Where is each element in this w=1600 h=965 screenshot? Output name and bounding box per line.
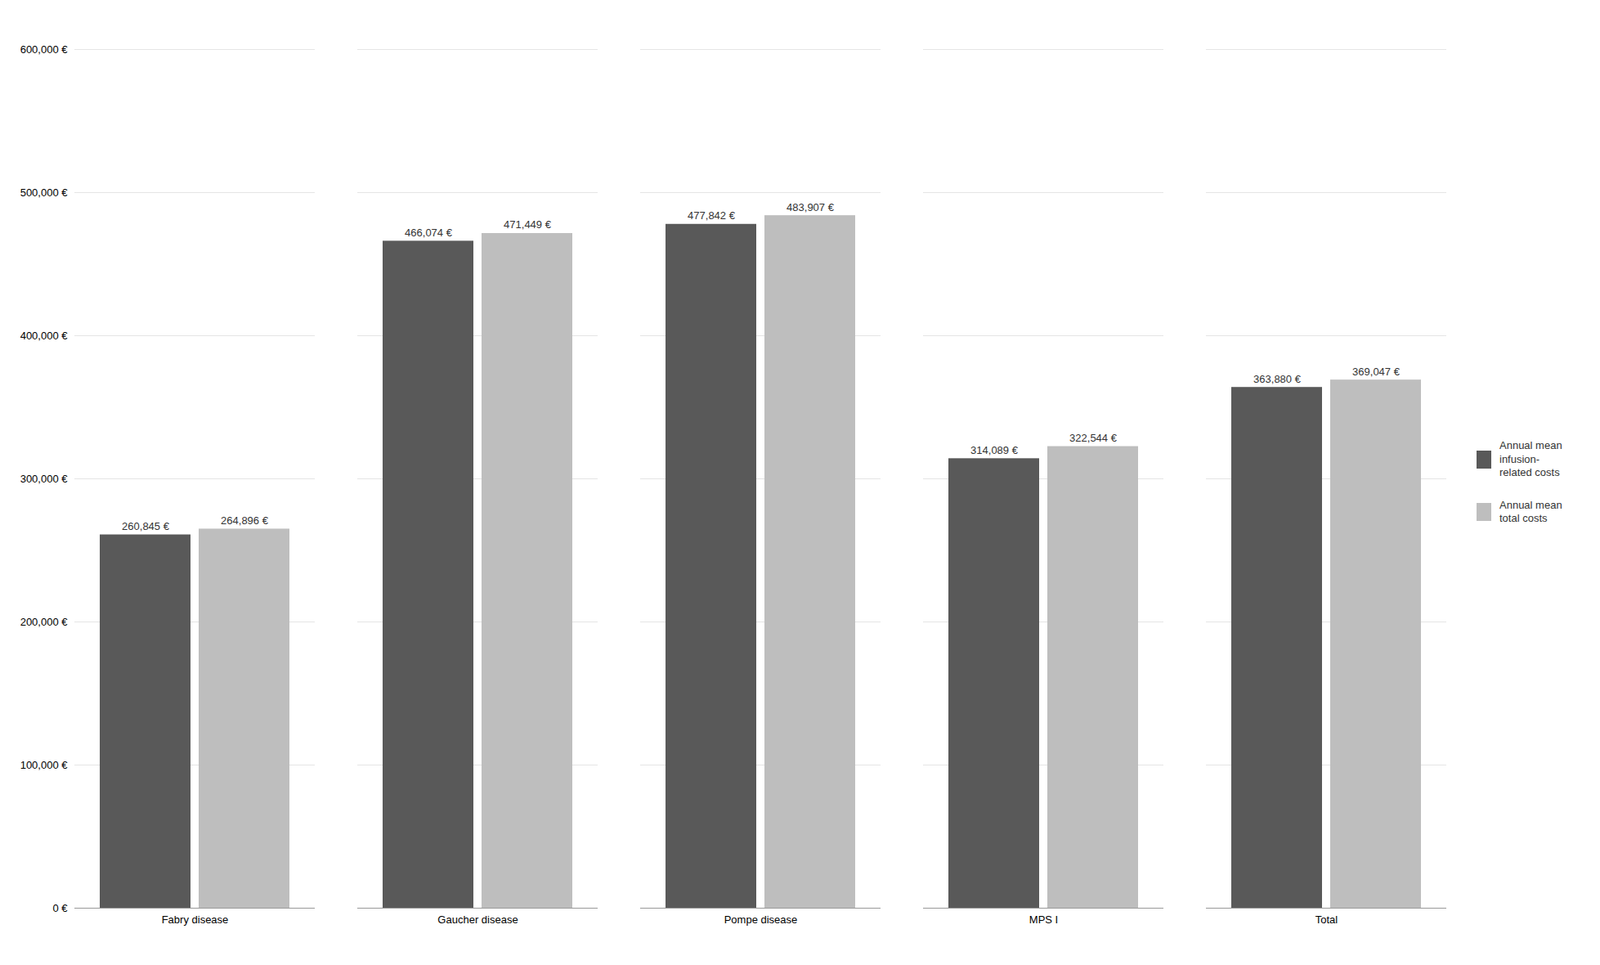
svg-text:Gaucher disease: Gaucher disease (437, 913, 518, 926)
svg-text:264,896 €: 264,896 € (220, 514, 269, 527)
svg-text:314,089 €: 314,089 € (970, 443, 1019, 457)
svg-text:Total: Total (1315, 913, 1339, 926)
svg-text:369,047 €: 369,047 € (1352, 365, 1401, 378)
svg-text:Pompe disease: Pompe disease (724, 913, 798, 926)
svg-text:500,000 €: 500,000 € (20, 186, 69, 199)
svg-text:483,907 €: 483,907 € (786, 201, 835, 214)
svg-text:200,000 €: 200,000 € (20, 615, 69, 628)
html-text:Annual mean total costs: Annual mean total costs (1499, 498, 1563, 525)
svg-text:477,842 €: 477,842 € (687, 209, 736, 222)
svg-text:100,000 €: 100,000 € (20, 758, 69, 771)
svg-text:260,845 €: 260,845 € (121, 519, 171, 533)
svg-text:MPS I: MPS I (1029, 913, 1058, 926)
svg-text:600,000 €: 600,000 € (20, 43, 69, 56)
html-text:Annual mean infusion- related: Annual mean infusion- related costs (1499, 439, 1563, 479)
svg-text:Fabry disease: Fabry disease (161, 913, 229, 926)
svg-text:0 €: 0 € (52, 901, 68, 915)
svg-text:363,880 €: 363,880 € (1253, 372, 1302, 386)
svg-text:300,000 €: 300,000 € (20, 472, 69, 485)
svg-text:466,074 €: 466,074 € (404, 226, 453, 239)
svg-text:471,449 €: 471,449 € (503, 218, 552, 231)
svg-text:400,000 €: 400,000 € (20, 329, 69, 342)
svg-text:322,544 €: 322,544 € (1069, 431, 1118, 444)
